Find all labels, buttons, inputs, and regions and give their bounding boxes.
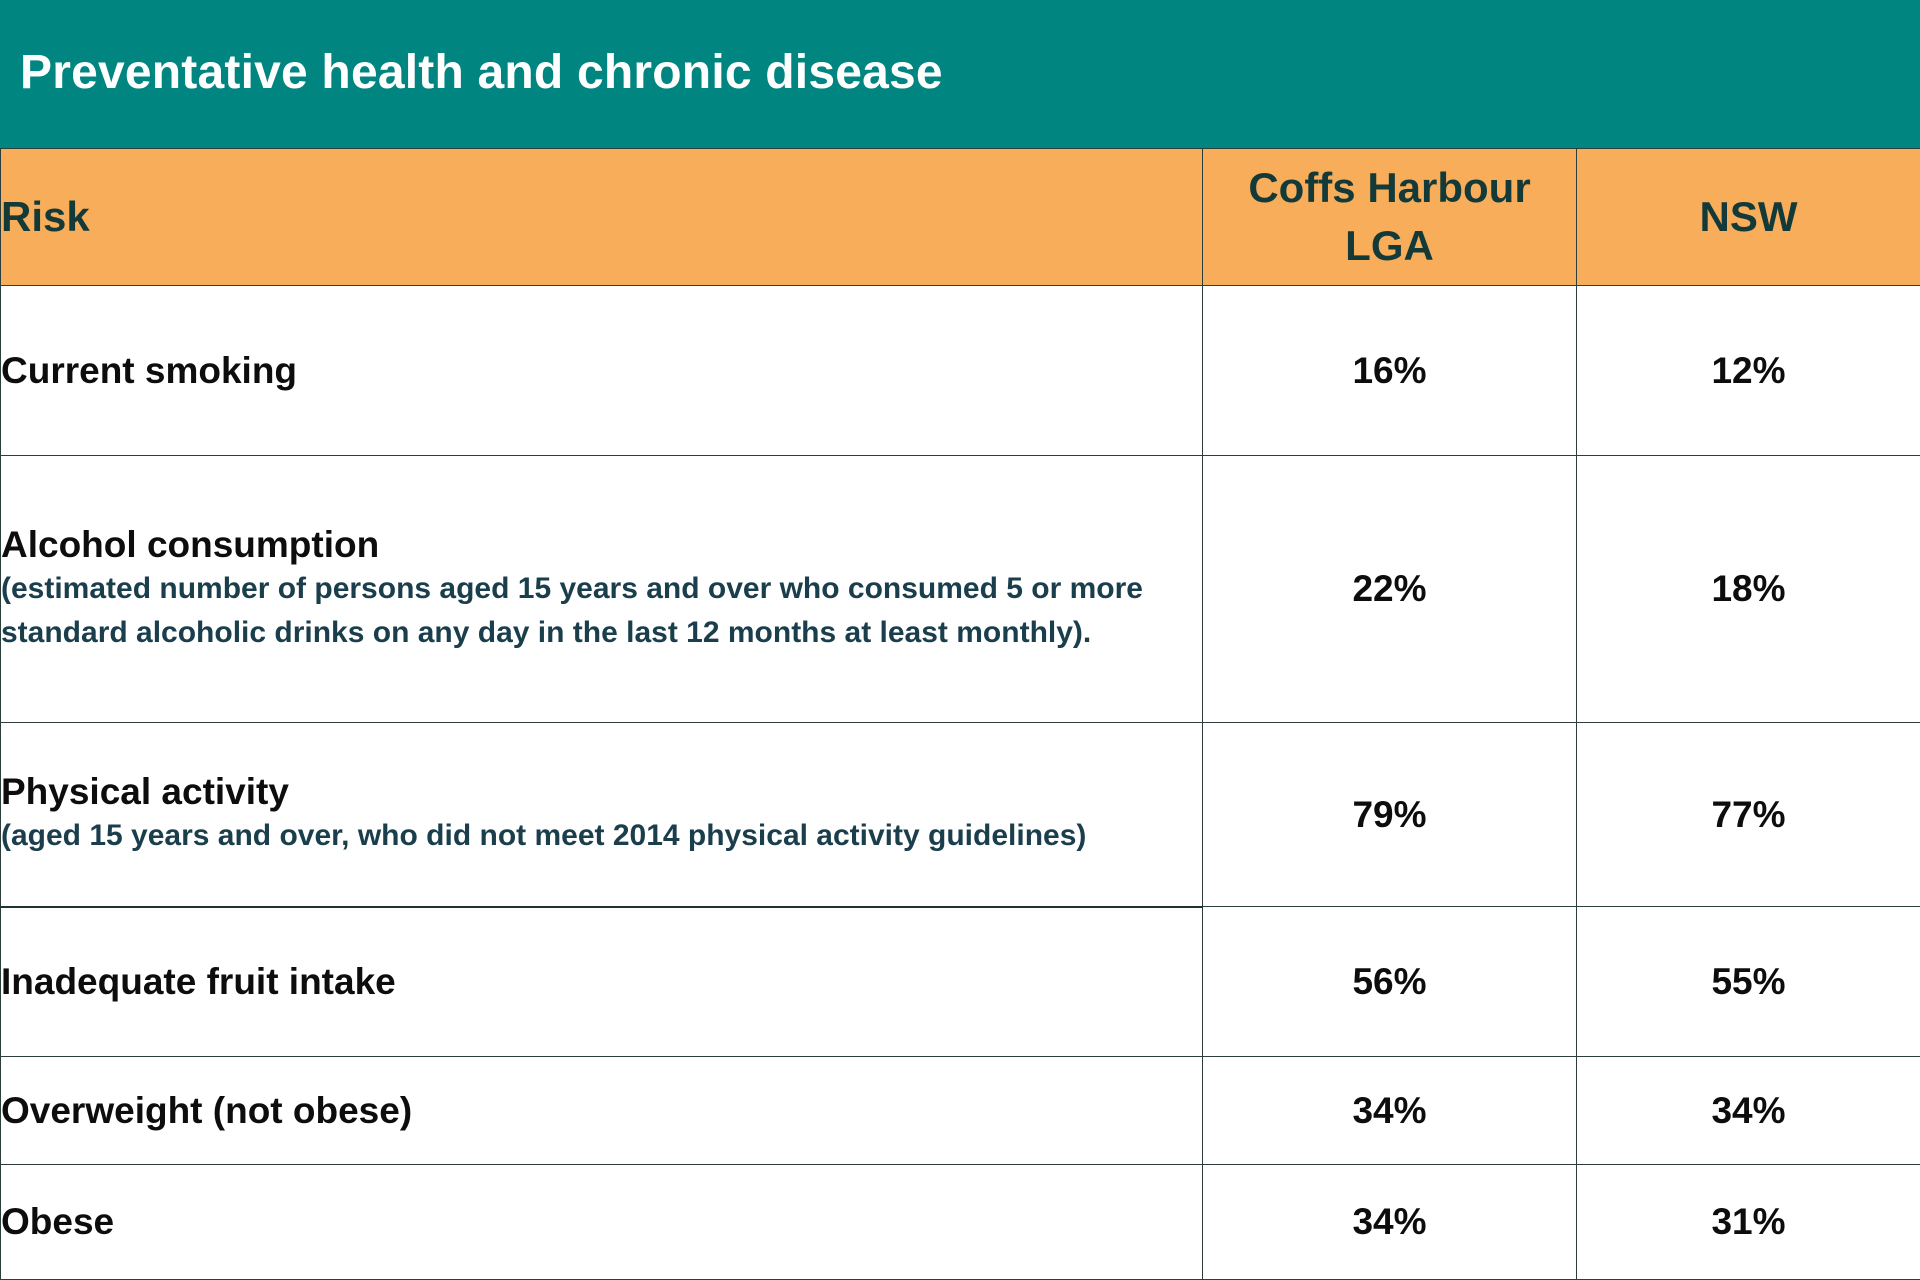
table-row: Current smoking 16% 12% [0,285,1920,456]
risk-name: Overweight (not obese) [1,1089,413,1131]
header-coffs-harbour: Coffs Harbour LGA [1202,148,1577,286]
table-row: Overweight (not obese) 34% 34% [0,1056,1920,1165]
risk-cell: Inadequate fruit intake [0,906,1203,1057]
table-row: Inadequate fruit intake 56% 55% [0,906,1920,1057]
risk-note: (estimated number of persons aged 15 yea… [1,572,1143,649]
header-coffs-line1: Coffs Harbour [1248,164,1531,211]
header-coffs-line2: LGA [1345,222,1434,269]
coffs-value: 22% [1202,455,1577,723]
table-row: Alcohol consumption (estimated number of… [0,455,1920,723]
risk-note: (aged 15 years and over, who did not mee… [1,819,1087,853]
risk-name: Alcohol consumption [1,524,380,565]
risk-cell: Current smoking [0,285,1203,456]
table-row: Obese 34% 31% [0,1164,1920,1280]
risk-cell: Overweight (not obese) [0,1056,1203,1165]
risk-name: Obese [1,1201,115,1242]
nsw-value: 77% [1576,722,1920,907]
page-title: Preventative health and chronic disease [0,0,1920,148]
header-nsw: NSW [1576,148,1920,286]
coffs-value: 79% [1202,722,1577,907]
nsw-value: 55% [1576,906,1920,1057]
coffs-value: 16% [1202,285,1577,456]
risk-table: Risk Coffs Harbour LGA NSW Current smoki… [0,148,1920,1280]
table-row: Physical activity (aged 15 years and ove… [0,722,1920,908]
risk-cell: Obese [0,1164,1203,1280]
risk-cell: Alcohol consumption (estimated number of… [0,455,1203,723]
coffs-value: 56% [1202,906,1577,1057]
nsw-value: 34% [1576,1056,1920,1165]
risk-name: Inadequate fruit intake [1,960,396,1002]
header-risk: Risk [0,148,1203,286]
risk-cell: Physical activity (aged 15 years and ove… [0,722,1203,908]
coffs-value: 34% [1202,1164,1577,1280]
table-header-row: Risk Coffs Harbour LGA NSW [0,148,1920,286]
nsw-value: 31% [1576,1164,1920,1280]
nsw-value: 18% [1576,455,1920,723]
nsw-value: 12% [1576,285,1920,456]
coffs-value: 34% [1202,1056,1577,1165]
risk-name: Current smoking [1,349,298,391]
risk-name: Physical activity [1,771,289,813]
